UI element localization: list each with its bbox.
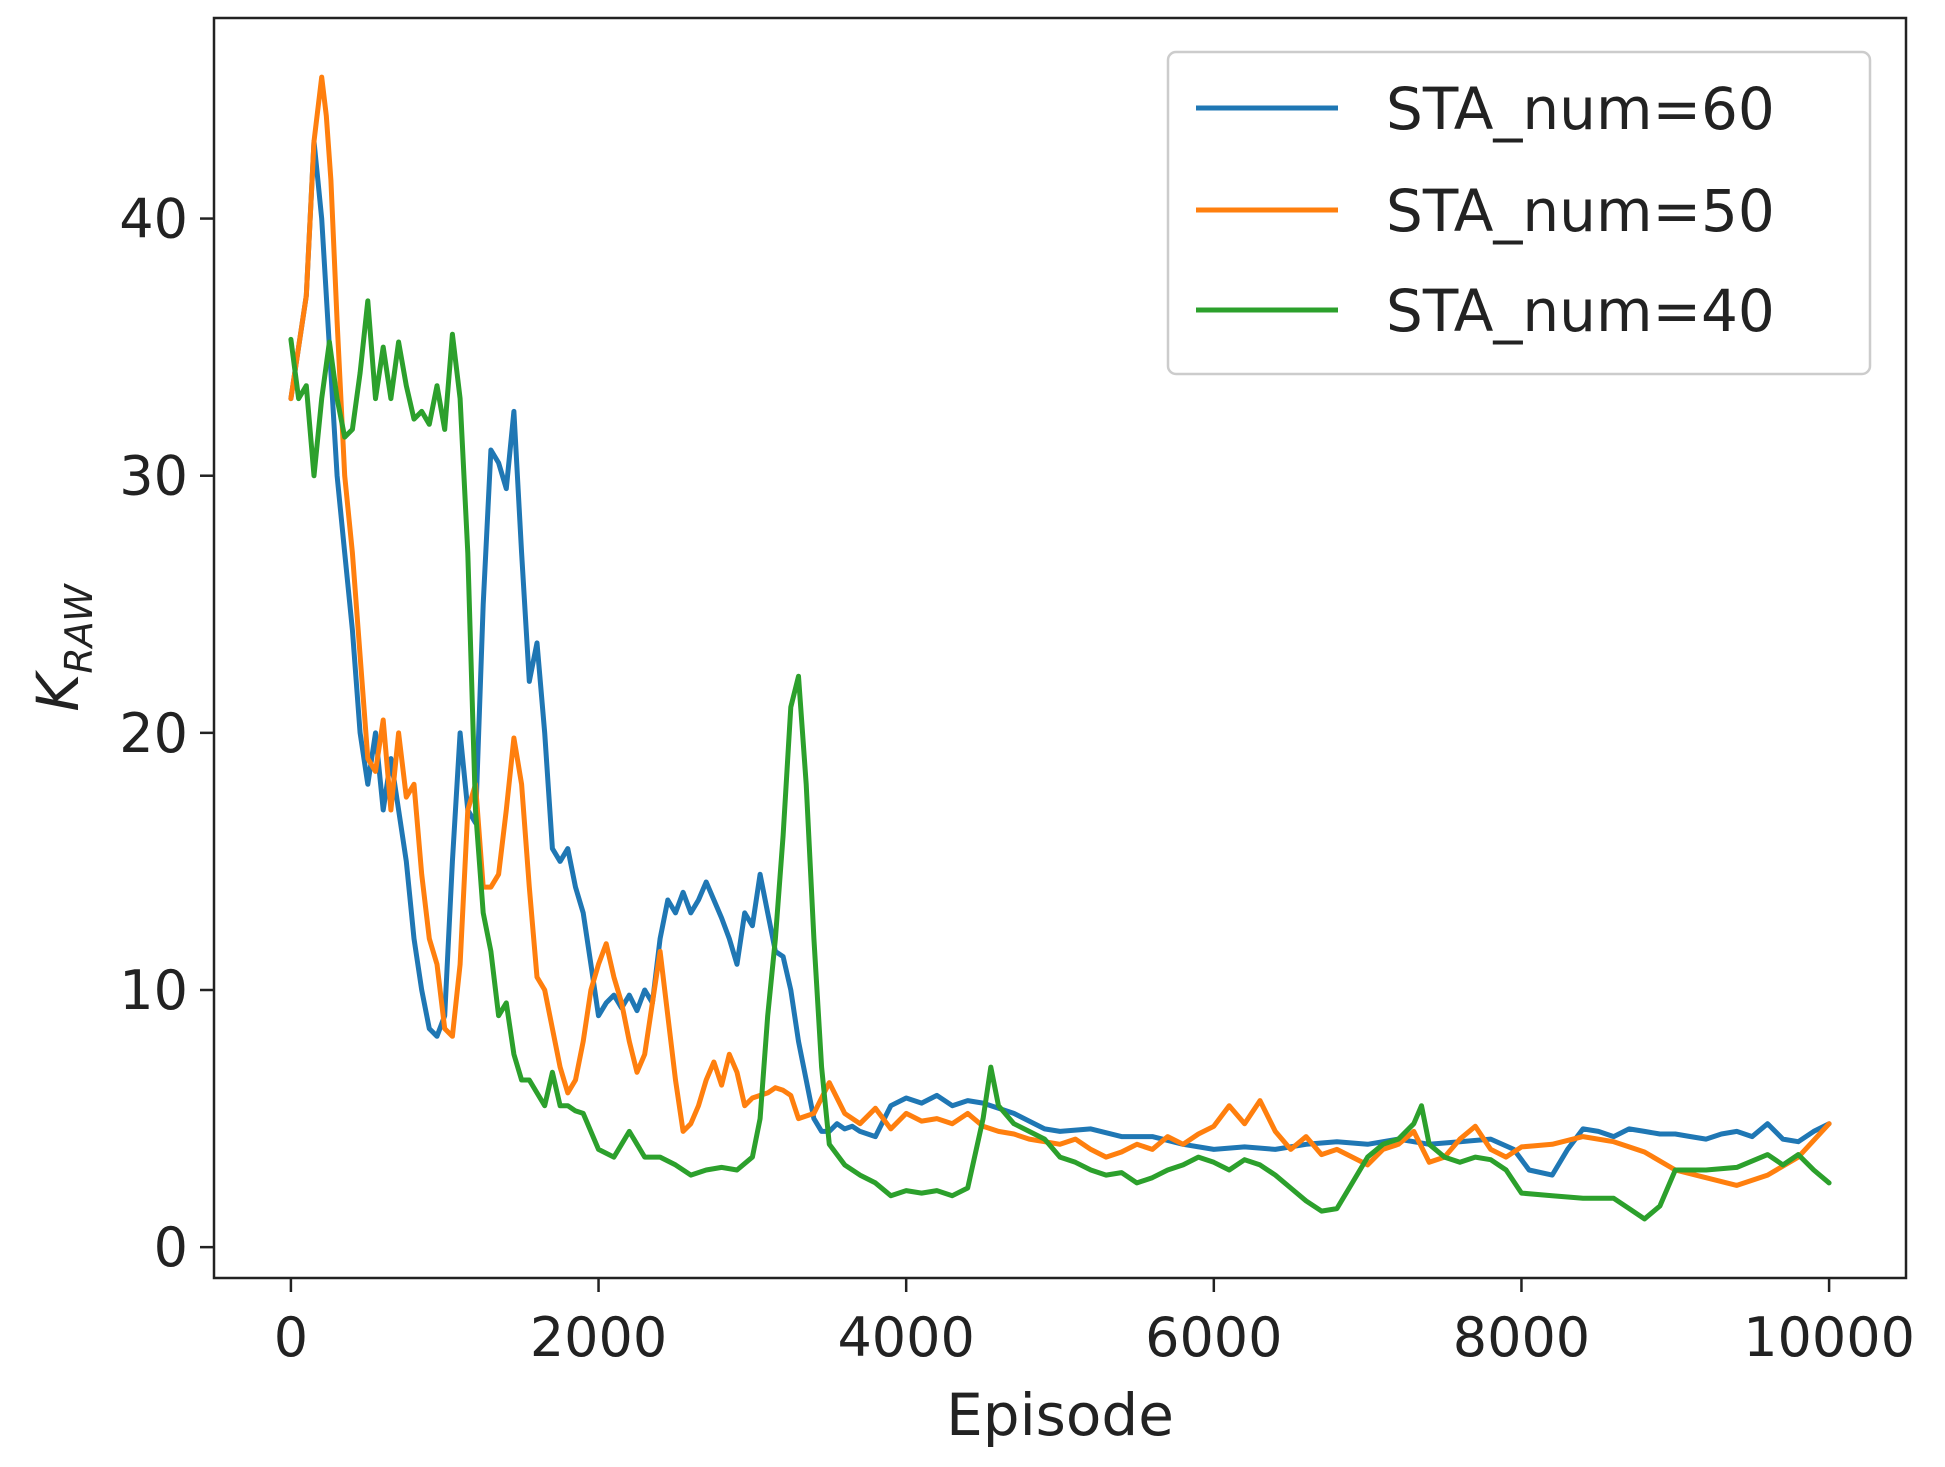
y-tick-label: 0 bbox=[154, 1216, 188, 1279]
plot-frame bbox=[212, 16, 1908, 1280]
x-tick-label: 2000 bbox=[530, 1306, 667, 1369]
x-tick-label: 10000 bbox=[1743, 1306, 1915, 1369]
legend: STA_num=60 STA_num=50 STA_num=40 bbox=[1166, 50, 1872, 376]
y-tick-label: 40 bbox=[119, 188, 188, 251]
x-axis-title: Episode bbox=[946, 1381, 1174, 1449]
y-axis-title: KRAW bbox=[24, 583, 101, 712]
x-axis: 0 2000 4000 6000 8000 10000 bbox=[274, 1278, 1915, 1369]
x-tick-label: 0 bbox=[274, 1306, 308, 1369]
y-axis-title-main: K bbox=[24, 670, 92, 712]
series-line-sta-num-40 bbox=[288, 298, 1832, 1222]
y-tick-label: 20 bbox=[119, 702, 188, 765]
legend-label-sta-num-40: STA_num=40 bbox=[1386, 277, 1775, 345]
x-tick-label: 4000 bbox=[837, 1306, 974, 1369]
legend-label-sta-num-60: STA_num=60 bbox=[1386, 75, 1775, 143]
legend-label-sta-num-50: STA_num=50 bbox=[1386, 177, 1775, 245]
x-tick-label: 6000 bbox=[1145, 1306, 1282, 1369]
y-tick-label: 10 bbox=[119, 959, 188, 1022]
series-layer bbox=[288, 74, 1832, 1222]
y-axis: 0 10 20 30 40 bbox=[119, 188, 214, 1279]
series-line-sta-num-60 bbox=[288, 138, 1832, 1178]
x-tick-label: 8000 bbox=[1453, 1306, 1590, 1369]
legend-box bbox=[1166, 50, 1872, 376]
y-tick-label: 30 bbox=[119, 445, 188, 508]
y-axis-title-subscript: RAW bbox=[57, 583, 101, 674]
